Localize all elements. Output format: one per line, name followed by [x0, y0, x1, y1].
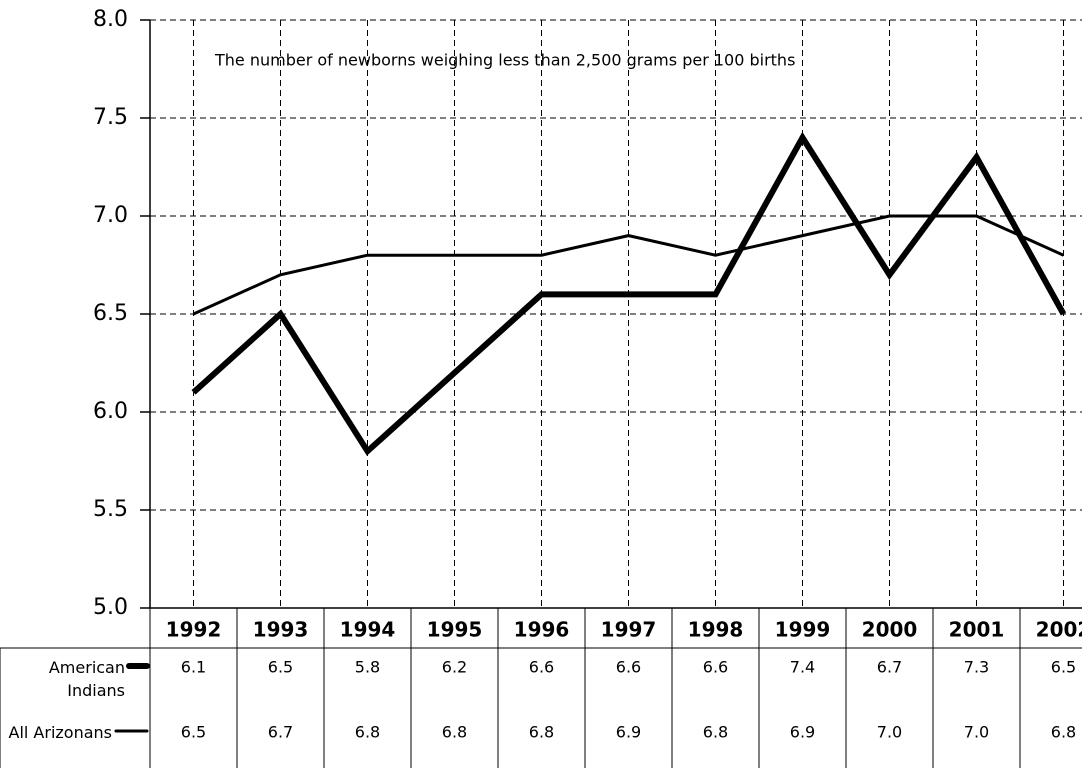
table-value: 7.0 [964, 723, 989, 742]
x-tick-label: 1994 [340, 618, 396, 642]
annotation: The number of newborns weighing less tha… [214, 51, 795, 70]
legend-label: American Indians [48, 658, 125, 700]
table-value: 6.8 [1051, 723, 1076, 742]
table-value: 6.8 [355, 723, 380, 742]
legend-label: All Arizonans [8, 723, 113, 742]
table-value: 6.1 [181, 658, 206, 677]
table-value: 6.2 [442, 658, 467, 677]
x-tick-label: 1996 [514, 618, 570, 642]
table-value: 6.6 [616, 658, 641, 677]
x-tick-label: 1995 [427, 618, 483, 642]
x-tick-label: 1999 [775, 618, 831, 642]
y-tick-label: 6.0 [93, 399, 128, 424]
table-value: 6.8 [529, 723, 554, 742]
table-value: 6.6 [703, 658, 728, 677]
table-value: 7.3 [964, 658, 989, 677]
table-value: 7.4 [790, 658, 815, 677]
y-tick-label: 5.0 [93, 595, 128, 620]
y-tick-label: 6.5 [93, 301, 128, 326]
x-tick-label: 1992 [166, 618, 222, 642]
table-value: 6.9 [790, 723, 815, 742]
series-line [192, 214, 1065, 316]
table-value: 6.9 [616, 723, 641, 742]
y-tick-label: 8.0 [93, 7, 128, 32]
x-tick-label: 1998 [688, 618, 744, 642]
table-value: 5.8 [355, 658, 380, 677]
table-value: 6.5 [181, 723, 206, 742]
y-tick-label: 5.5 [93, 497, 128, 522]
y-tick-label: 7.5 [93, 105, 128, 130]
x-tick-label: 1997 [601, 618, 657, 642]
table-value: 6.5 [268, 658, 293, 677]
table-value: 6.6 [529, 658, 554, 677]
table-value: 6.5 [1051, 658, 1076, 677]
table-value: 6.8 [703, 723, 728, 742]
table-value: 7.0 [877, 723, 902, 742]
table-value: 6.7 [268, 723, 293, 742]
x-tick-label: 1993 [253, 618, 309, 642]
table-value: 6.7 [877, 658, 902, 677]
series-line [191, 131, 1067, 456]
x-tick-label: 2000 [862, 618, 918, 642]
x-tick-label: 2002 [1036, 618, 1082, 642]
table-value: 6.8 [442, 723, 467, 742]
x-tick-label: 2001 [949, 618, 1005, 642]
y-tick-label: 7.0 [93, 203, 128, 228]
